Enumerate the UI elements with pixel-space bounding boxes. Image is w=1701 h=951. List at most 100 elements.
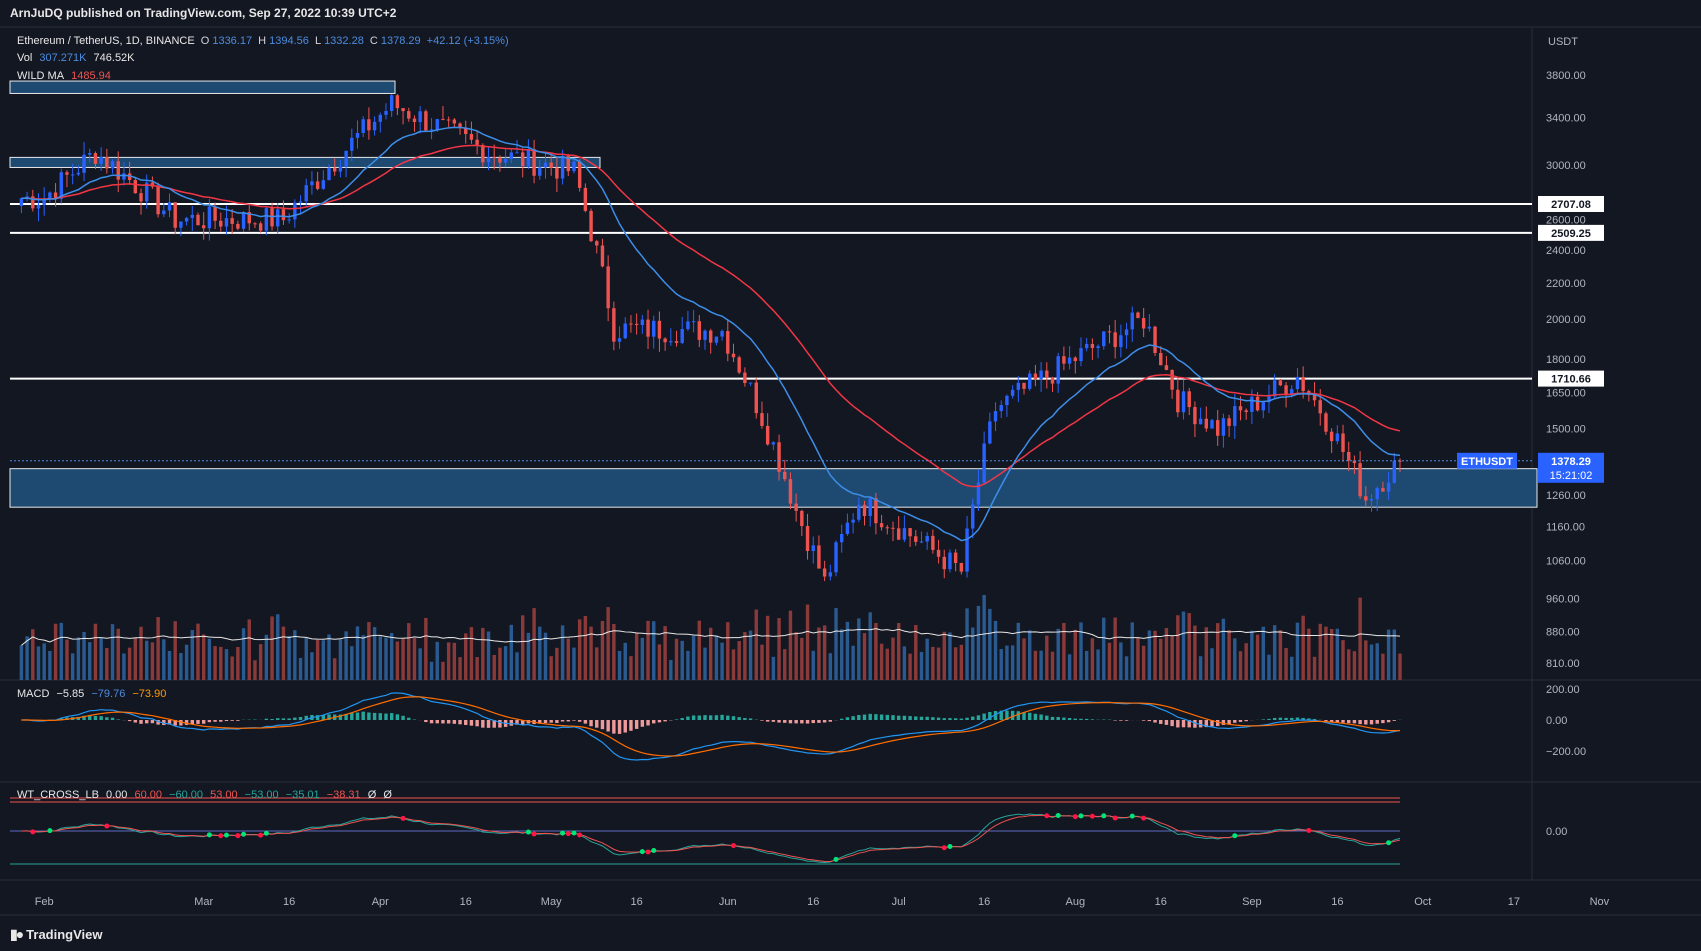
volume-bar	[726, 622, 730, 680]
candle-body	[669, 341, 673, 343]
volume-bar	[834, 608, 838, 680]
candle-body	[800, 510, 804, 527]
macd-histogram-bar	[783, 720, 787, 723]
macd-histogram-bar	[321, 714, 326, 720]
volume-bar	[1255, 634, 1260, 680]
volume-bar	[327, 634, 331, 680]
volume-bar	[840, 629, 844, 680]
volume-bar	[350, 646, 354, 680]
time-axis-tick: Jul	[892, 896, 906, 908]
volume-bar	[543, 632, 548, 680]
candle-body	[919, 541, 924, 543]
macd-histogram-bar	[600, 720, 605, 730]
macd-histogram-bar	[560, 720, 565, 722]
volume-bar	[999, 649, 1003, 680]
macd-histogram-bar	[896, 715, 901, 720]
macd-histogram-bar	[446, 720, 451, 724]
wt-legend[interactable]: WT_CROSS_LB 0.00 60.00 −60.00 53.00 −53.…	[17, 789, 396, 801]
candle-body	[1045, 370, 1049, 378]
wild-ma-legend[interactable]: WILD MA 1485.94	[17, 70, 115, 82]
volume-value-1: 307.271K	[39, 52, 87, 64]
volume-bar	[982, 595, 986, 680]
volume-bar	[1073, 629, 1077, 680]
volume-bar	[623, 642, 627, 680]
candle-body	[520, 152, 525, 167]
time-axis-tick: May	[541, 896, 562, 908]
volume-bar	[1238, 651, 1243, 680]
volume-bar	[395, 641, 400, 680]
macd-histogram-bar	[515, 720, 519, 725]
macd-histogram-bar	[1210, 720, 1214, 727]
time-axis-tick: Nov	[1590, 896, 1610, 908]
macd-histogram-bar	[1347, 720, 1351, 724]
volume-legend[interactable]: Vol 307.271K 746.52K	[17, 52, 139, 64]
macd-legend[interactable]: MACD −5.85 −79.76 −73.90	[17, 688, 170, 700]
volume-bar	[1295, 622, 1300, 680]
macd-histogram-bar	[1227, 720, 1231, 725]
volume-bar	[1153, 630, 1157, 680]
macd-histogram-bar	[1010, 710, 1015, 720]
volume-bar	[800, 637, 804, 680]
volume-bar	[743, 632, 747, 680]
candle-body	[1187, 391, 1191, 408]
volume-bar	[589, 626, 593, 680]
macd-histogram-bar	[1159, 720, 1163, 724]
candle-body	[258, 223, 263, 231]
volume-bar	[783, 649, 787, 680]
footer-logo[interactable]: ▮● TradingView	[10, 926, 103, 943]
volume-bar	[520, 615, 525, 680]
candle-body	[942, 556, 946, 570]
macd-histogram-bar	[1016, 711, 1021, 720]
macd-histogram-bar	[293, 717, 297, 720]
macd-histogram-bar	[765, 720, 770, 722]
wt-cross-dot	[47, 828, 53, 834]
candle-body	[623, 323, 627, 339]
volume-bar	[122, 653, 126, 680]
volume-bar	[538, 626, 542, 680]
volume-bar	[612, 623, 616, 680]
candle-body	[1062, 356, 1066, 364]
volume-bar	[652, 621, 656, 680]
volume-bar	[503, 646, 508, 680]
close-value: 1378.29	[380, 35, 421, 47]
macd-histogram-bar	[315, 715, 320, 720]
macd-histogram-bar	[99, 716, 103, 720]
volume-bar	[481, 627, 485, 680]
volume-bar	[167, 650, 172, 680]
time-axis-tick: Jun	[719, 896, 737, 908]
macd-histogram-bar	[1358, 720, 1362, 725]
macd-histogram-bar	[464, 720, 468, 725]
level-label: 1710.66	[1551, 374, 1591, 386]
wt-value-5: −35.01	[285, 789, 320, 801]
volume-bar	[657, 644, 662, 680]
price-tag: 1378.29	[1551, 456, 1591, 468]
volume-bar	[76, 637, 81, 680]
volume-bar	[1267, 654, 1271, 680]
macd-histogram-bar	[327, 714, 331, 720]
candle-body	[720, 331, 724, 337]
macd-histogram-bar	[1153, 720, 1157, 723]
macd-histogram-bar	[965, 717, 969, 720]
volume-bar	[925, 638, 929, 680]
candle-body	[1381, 488, 1385, 492]
volume-bar	[452, 642, 457, 680]
symbol-legend[interactable]: Ethereum / TetherUS, 1D, BINANCE O 1336.1…	[17, 35, 512, 47]
price-axis-tick: 960.00	[1546, 593, 1580, 605]
candle-body	[543, 162, 548, 168]
volume-bar	[1102, 617, 1106, 680]
time-axis-tick: Aug	[1065, 896, 1085, 908]
volume-bar	[486, 631, 491, 680]
macd-histogram-bar	[777, 720, 781, 723]
candle-body	[771, 442, 776, 445]
macd-histogram-bar	[498, 720, 502, 728]
wt-cross-dot	[645, 849, 651, 855]
candle-body	[338, 166, 343, 172]
volume-bar	[691, 635, 696, 680]
candle-body	[1335, 433, 1340, 442]
volume-bar	[1096, 649, 1100, 680]
price-axis-tick: 3000.00	[1546, 160, 1586, 172]
volume-bar	[355, 626, 360, 680]
volume-bar	[805, 604, 810, 680]
macd-histogram-bar	[1033, 713, 1038, 720]
